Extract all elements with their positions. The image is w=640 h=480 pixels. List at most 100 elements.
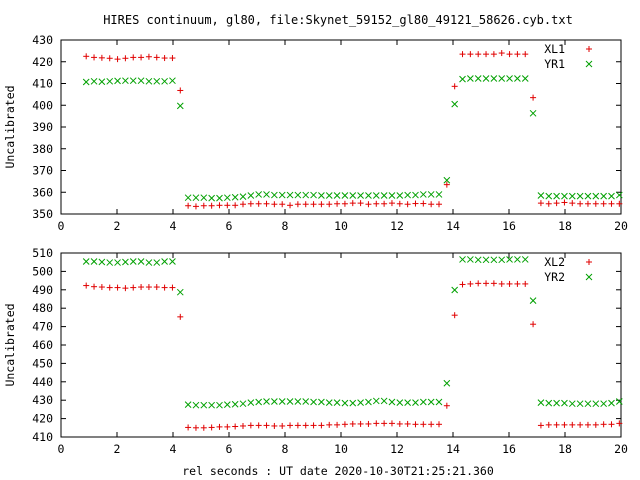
data-point-yr1	[404, 191, 411, 199]
data-point-xl1	[294, 201, 301, 208]
data-point-xl1	[373, 200, 380, 207]
data-point-yr1	[443, 176, 451, 184]
data-point-yr2	[608, 399, 615, 407]
data-point-xl1	[177, 87, 184, 94]
data-point-xl1	[91, 54, 98, 61]
data-point-xl2	[130, 284, 137, 291]
data-point-yr2	[122, 258, 129, 266]
data-point-yr2	[514, 256, 521, 263]
data-point-yr2	[506, 256, 513, 263]
data-point-xl2	[357, 420, 364, 427]
data-point-xl2	[436, 421, 442, 428]
lower-plot-frame	[60, 252, 622, 438]
lower-axis-ticks: 0 2 4 6 8 10 12 14 16 18 20 410 420 430 440 450 460 470 48…	[32, 246, 628, 456]
upper-panel: Uncalibrated 0 2 4 6 8 10 12 14 16 18 20 350 360 370 3…	[3, 33, 628, 233]
data-point-xl1	[483, 51, 490, 58]
upper-data-points	[82, 50, 623, 210]
legend-marker-yr2	[585, 273, 593, 281]
data-point-xl2	[483, 280, 490, 287]
data-point-xl2	[279, 422, 286, 429]
upper-x-tick-label: 2	[114, 219, 121, 233]
data-point-xl1	[334, 200, 341, 207]
data-point-xl2	[569, 421, 576, 428]
data-point-xl2	[373, 420, 380, 427]
data-point-yr2	[325, 399, 333, 406]
data-point-yr1	[521, 75, 529, 82]
data-point-xl1	[498, 50, 505, 57]
data-point-xl1	[216, 202, 223, 209]
data-point-yr1	[568, 192, 576, 200]
data-point-yr1	[200, 194, 208, 202]
data-point-yr2	[467, 256, 474, 263]
data-point-xl1	[200, 202, 207, 209]
upper-x-tick-label: 0	[58, 219, 65, 233]
data-point-yr2	[161, 258, 168, 265]
data-point-xl1	[287, 202, 294, 209]
data-point-xl1	[122, 55, 129, 62]
data-point-xl2	[294, 422, 301, 429]
data-point-xl2	[122, 285, 129, 292]
data-point-yr1	[153, 77, 161, 85]
data-point-xl1	[192, 203, 199, 210]
legend-label-xl2: XL2	[544, 255, 565, 269]
data-point-yr2	[396, 399, 404, 406]
data-point-xl1	[263, 200, 270, 207]
data-point-yr1	[388, 192, 396, 199]
data-point-xl2	[318, 422, 325, 429]
lower-x-tick-label: 6	[226, 442, 233, 456]
data-point-xl2	[561, 421, 568, 428]
data-point-xl1	[161, 55, 168, 62]
data-point-yr1	[106, 77, 114, 85]
data-point-xl1	[271, 201, 278, 208]
lower-x-tick-label: 8	[282, 442, 289, 456]
data-point-xl1	[169, 55, 176, 62]
data-point-xl1	[443, 181, 450, 188]
data-point-xl2	[584, 421, 591, 428]
data-point-xl2	[271, 422, 278, 429]
data-point-xl2	[365, 420, 372, 427]
data-point-xl1	[553, 200, 560, 207]
data-point-yr2	[498, 256, 506, 264]
data-point-xl1	[247, 200, 254, 207]
data-point-yr1	[318, 192, 325, 199]
data-point-xl1	[98, 54, 105, 61]
data-point-yr2	[490, 256, 498, 264]
data-point-yr2	[278, 398, 286, 405]
data-point-yr2	[482, 256, 490, 264]
data-point-yr1	[98, 78, 106, 86]
data-point-yr1	[176, 102, 184, 110]
lower-y-tick-label: 430	[32, 393, 53, 407]
upper-x-tick-label: 10	[334, 219, 348, 233]
data-point-yr2	[459, 256, 466, 263]
data-point-yr1	[82, 78, 90, 86]
data-point-yr1	[576, 192, 584, 200]
data-point-xl2	[114, 284, 121, 291]
data-point-xl1	[537, 200, 544, 207]
data-point-yr2	[192, 401, 200, 409]
data-point-xl1	[138, 54, 145, 61]
data-point-xl1	[404, 201, 411, 208]
data-point-xl1	[357, 200, 364, 207]
data-point-yr2	[294, 398, 302, 405]
data-point-xl2	[490, 280, 497, 287]
data-point-xl2	[381, 420, 388, 427]
upper-x-tick-label: 6	[226, 219, 233, 233]
data-point-yr1	[545, 192, 553, 200]
data-point-xl2	[498, 280, 505, 287]
data-point-xl1	[318, 201, 325, 208]
data-point-xl1	[569, 200, 576, 207]
data-point-yr2	[137, 258, 145, 265]
data-point-xl1	[153, 54, 160, 61]
data-point-yr1	[608, 192, 615, 200]
data-point-yr1	[467, 75, 474, 82]
data-point-xl2	[545, 421, 552, 428]
data-point-yr2	[271, 398, 278, 405]
data-point-xl2	[530, 321, 537, 328]
data-point-xl1	[224, 202, 231, 209]
data-point-xl1	[185, 202, 192, 209]
upper-x-tick-label: 8	[282, 219, 289, 233]
data-point-xl1	[506, 51, 513, 58]
data-point-yr2	[114, 259, 121, 266]
upper-x-tick-label: 16	[502, 219, 516, 233]
